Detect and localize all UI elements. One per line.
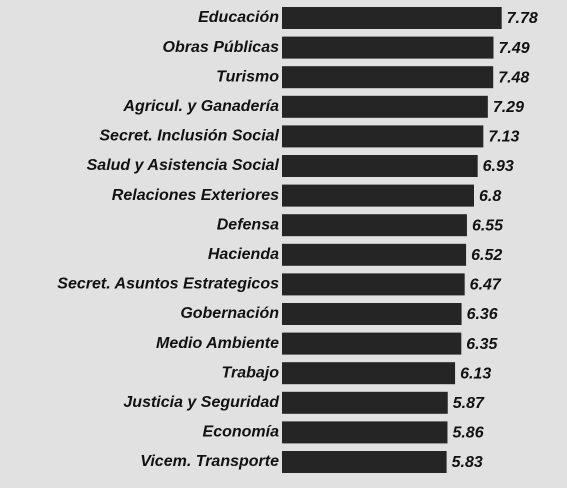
bar xyxy=(282,243,467,266)
category-label: Justicia y Seguridad xyxy=(123,394,280,411)
value-label: 6.93 xyxy=(483,158,514,175)
category-label: Obras Públicas xyxy=(163,39,280,56)
category-label: Agricul. y Ganadería xyxy=(122,98,279,115)
bar xyxy=(282,391,448,414)
category-label: Relaciones Exteriores xyxy=(112,187,279,204)
category-label: Economía xyxy=(203,424,280,441)
value-label: 6.55 xyxy=(472,217,504,234)
bar xyxy=(282,303,462,325)
category-label: Trabajo xyxy=(222,364,280,381)
value-label: 6.52 xyxy=(471,247,502,264)
category-label: Secret. Inclusión Social xyxy=(99,128,279,145)
bar xyxy=(282,451,447,473)
bar xyxy=(282,362,456,385)
category-label: Secret. Asuntos Estrategicos xyxy=(57,276,279,293)
category-label: Salud y Asistencia Social xyxy=(87,157,280,174)
value-label: 5.83 xyxy=(452,454,483,471)
bar xyxy=(282,155,478,177)
value-label: 6.35 xyxy=(466,336,498,353)
bar xyxy=(282,332,462,355)
bar xyxy=(282,125,484,148)
bar xyxy=(282,421,448,444)
bar xyxy=(282,7,502,29)
value-label: 7.49 xyxy=(498,40,529,57)
value-label: 6.13 xyxy=(460,365,491,382)
bar xyxy=(282,36,494,59)
category-label: Vicem. Transporte xyxy=(140,453,279,470)
value-label: 7.48 xyxy=(498,69,529,86)
bar xyxy=(282,66,494,89)
value-label: 6.36 xyxy=(467,306,498,323)
bar xyxy=(282,214,467,237)
bar xyxy=(282,95,488,118)
category-label: Medio Ambiente xyxy=(156,335,279,352)
value-label: 6.8 xyxy=(479,188,501,205)
bar xyxy=(282,273,465,296)
category-label: Turismo xyxy=(216,68,279,85)
value-label: 7.78 xyxy=(507,10,538,27)
category-label: Defensa xyxy=(217,216,279,233)
bar xyxy=(282,184,474,207)
category-label: Educación xyxy=(198,9,279,26)
value-label: 7.29 xyxy=(493,99,524,116)
category-label: Gobernación xyxy=(180,305,279,322)
value-label: 5.87 xyxy=(453,395,485,412)
value-label: 5.86 xyxy=(452,425,483,442)
value-label: 7.13 xyxy=(488,129,519,146)
category-label: Hacienda xyxy=(208,246,279,263)
value-label: 6.47 xyxy=(470,277,502,294)
